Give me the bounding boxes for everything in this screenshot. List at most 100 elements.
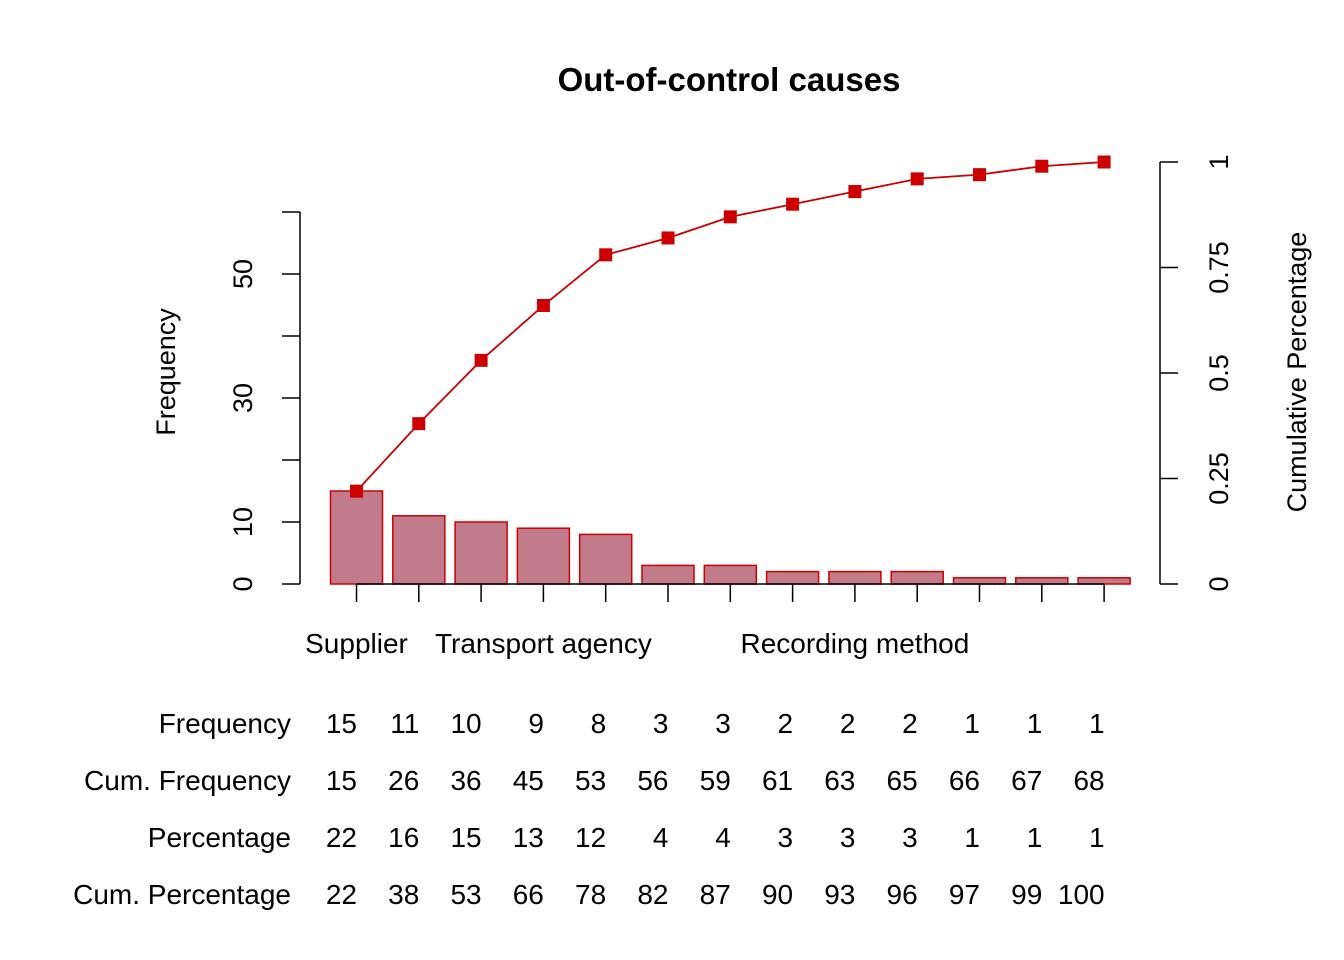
cumulative-point	[412, 417, 426, 431]
bar	[392, 515, 446, 585]
cumulative-point	[848, 185, 862, 199]
y2-tick-label: 0.5	[1204, 354, 1234, 392]
table-cell: 1	[1027, 822, 1043, 853]
table-cell: 1	[964, 822, 980, 853]
table-row-label: Percentage	[148, 822, 291, 853]
y-axis-label: Frequency	[151, 308, 181, 436]
bar	[641, 564, 695, 585]
bar	[828, 570, 882, 585]
table-cell: 97	[949, 879, 980, 910]
y2-tick-label: 1	[1204, 154, 1234, 169]
table-cell: 93	[824, 879, 855, 910]
table-cell: 67	[1011, 765, 1042, 796]
y2-tick-label: 0.25	[1204, 452, 1234, 505]
table-cell: 66	[949, 765, 980, 796]
table-cell: 45	[513, 765, 544, 796]
cumulative-point	[786, 197, 800, 211]
bar	[516, 527, 571, 585]
y2-axis-label: Cumulative Percentage	[1282, 232, 1312, 513]
table-cell: 3	[778, 822, 794, 853]
cumulative-point	[1097, 155, 1111, 169]
table-cell: 3	[715, 708, 731, 739]
table-cell: 65	[887, 765, 918, 796]
table-cell: 3	[653, 708, 669, 739]
y2-tick-label: 0.75	[1204, 241, 1234, 294]
table-cell: 53	[575, 765, 606, 796]
bar	[578, 533, 633, 585]
table-cell: 63	[824, 765, 855, 796]
table-cell: 1	[1089, 708, 1105, 739]
table-row-label: Cum. Frequency	[84, 765, 291, 796]
bar	[703, 564, 758, 585]
y-tick-label: 10	[228, 507, 258, 537]
bar	[765, 570, 820, 585]
category-labels: Supplier Transport agency Recording method	[305, 628, 969, 659]
cumulative-line-group	[350, 155, 1111, 498]
cumulative-point	[973, 168, 986, 182]
table-cell: 12	[575, 822, 606, 853]
table-cell: 4	[715, 822, 731, 853]
cumulative-point	[599, 248, 613, 262]
bar-group	[329, 490, 1131, 585]
table-cell: 100	[1058, 879, 1105, 910]
cumulative-point	[910, 172, 924, 186]
category-label: Transport agency	[435, 628, 652, 659]
table-cell: 3	[840, 822, 856, 853]
table-cell: 22	[326, 879, 357, 910]
table-cell: 1	[964, 708, 980, 739]
table-cell: 13	[513, 822, 544, 853]
table-cell: 2	[902, 708, 918, 739]
cumulative-point	[474, 353, 488, 367]
cumulative-point	[1035, 159, 1049, 173]
axes-group: 0 10 30 50 0 0.25 0.5 0.75 1	[228, 154, 1234, 602]
table-cell: 61	[762, 765, 793, 796]
bar	[329, 490, 384, 585]
table-cell: 15	[450, 822, 481, 853]
table-cell: 96	[887, 879, 918, 910]
table-cell: 16	[388, 822, 419, 853]
bar	[952, 577, 1007, 585]
table-row-label: Frequency	[159, 708, 291, 739]
table-cell: 78	[575, 879, 606, 910]
table-cell: 99	[1011, 879, 1042, 910]
table-cell: 59	[700, 765, 731, 796]
cumulative-point	[723, 210, 737, 224]
table-row-label: Cum. Percentage	[73, 879, 291, 910]
table-cell: 4	[653, 822, 669, 853]
chart-title: Out-of-control causes	[558, 61, 901, 98]
cumulative-point	[661, 231, 675, 245]
table-cell: 3	[902, 822, 918, 853]
table-cell: 2	[778, 708, 794, 739]
y-tick-label: 0	[228, 576, 258, 591]
table-cell: 38	[388, 879, 419, 910]
cumulative-point	[536, 298, 550, 312]
cumulative-point	[350, 484, 363, 498]
y2-tick-label: 0	[1204, 576, 1234, 591]
table-cell: 2	[840, 708, 856, 739]
table-cell: 36	[450, 765, 481, 796]
table-cell: 26	[388, 765, 419, 796]
table-cell: 53	[450, 879, 481, 910]
table-cell: 87	[700, 879, 731, 910]
bar	[1015, 577, 1069, 585]
table-cell: 56	[637, 765, 668, 796]
table-cell: 90	[762, 879, 793, 910]
table-cell: 22	[326, 822, 357, 853]
table-cell: 1	[1089, 822, 1105, 853]
bar	[454, 521, 508, 585]
y-tick-label: 30	[228, 383, 258, 413]
table-cell: 11	[390, 708, 419, 739]
bar	[1077, 577, 1131, 585]
table-cell: 68	[1073, 765, 1104, 796]
table-cell: 10	[450, 708, 481, 739]
table-cell: 15	[326, 708, 357, 739]
category-label: Recording method	[740, 628, 969, 659]
table-cell: 66	[513, 879, 544, 910]
table-cell: 8	[591, 708, 607, 739]
table-cell: 9	[528, 708, 544, 739]
y-tick-label: 50	[228, 259, 258, 289]
table-cell: 82	[637, 879, 668, 910]
